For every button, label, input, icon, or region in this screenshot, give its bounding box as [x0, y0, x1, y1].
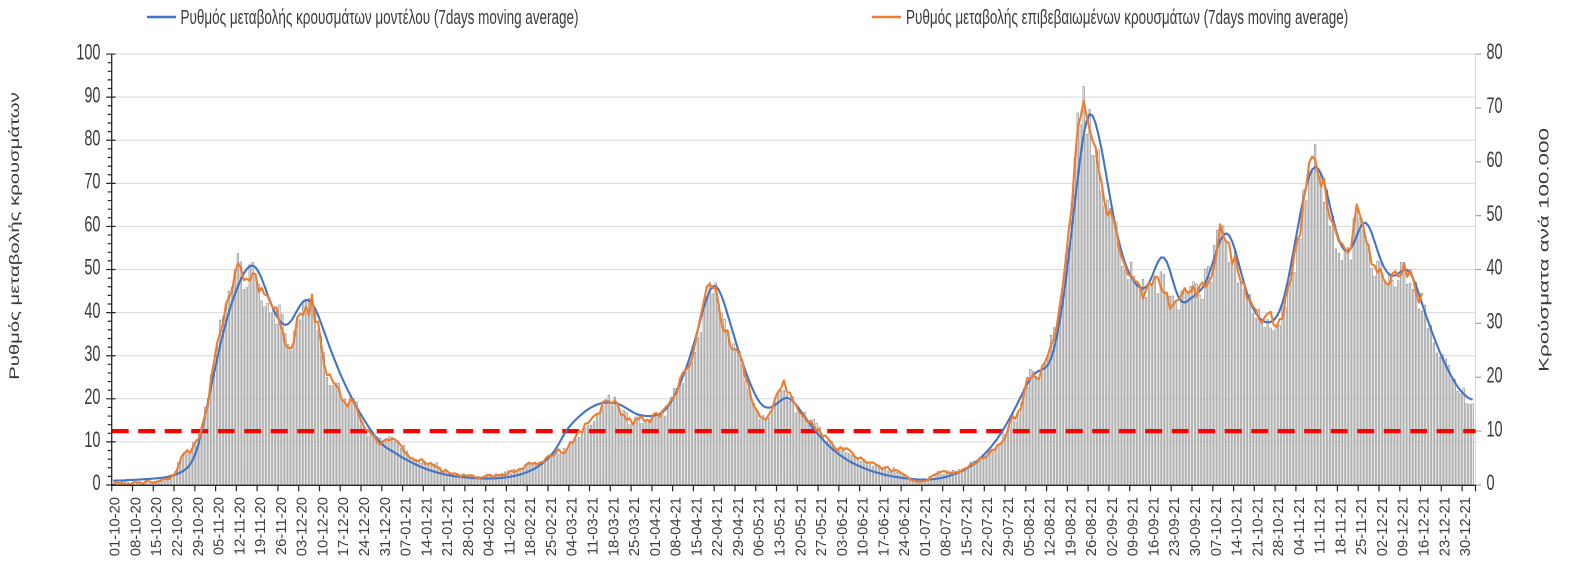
svg-text:60: 60: [84, 213, 100, 238]
svg-text:29-10-20: 29-10-20: [191, 497, 207, 556]
svg-text:22-10-20: 22-10-20: [170, 497, 186, 556]
svg-text:05-11-20: 05-11-20: [212, 497, 228, 555]
svg-text:13-05-21: 13-05-21: [773, 497, 789, 556]
svg-text:04-02-21: 04-02-21: [482, 497, 498, 556]
svg-text:02-12-21: 02-12-21: [1375, 497, 1391, 556]
svg-text:30: 30: [1487, 310, 1503, 335]
svg-text:11-02-21: 11-02-21: [502, 497, 518, 555]
svg-text:27-05-21: 27-05-21: [814, 497, 830, 556]
svg-text:06-05-21: 06-05-21: [752, 497, 768, 556]
svg-text:20: 20: [1487, 364, 1503, 389]
svg-text:0: 0: [1487, 471, 1495, 496]
svg-text:50: 50: [1487, 202, 1503, 227]
svg-text:10-06-21: 10-06-21: [856, 497, 872, 556]
svg-text:70: 70: [84, 170, 100, 195]
svg-text:09-09-21: 09-09-21: [1126, 497, 1142, 556]
svg-text:16-09-21: 16-09-21: [1146, 497, 1162, 556]
svg-text:26-08-21: 26-08-21: [1084, 497, 1100, 556]
svg-text:60: 60: [1487, 148, 1503, 173]
svg-text:30: 30: [84, 342, 100, 367]
svg-text:07-01-21: 07-01-21: [399, 497, 415, 556]
svg-text:24-12-20: 24-12-20: [357, 497, 373, 556]
svg-text:10: 10: [1487, 417, 1503, 442]
svg-text:21-01-21: 21-01-21: [440, 497, 456, 556]
svg-text:04-03-21: 04-03-21: [565, 497, 581, 556]
svg-text:02-09-21: 02-09-21: [1105, 497, 1121, 556]
svg-text:70: 70: [1487, 94, 1503, 119]
svg-text:25-03-21: 25-03-21: [627, 497, 643, 556]
svg-text:23-09-21: 23-09-21: [1167, 497, 1183, 556]
svg-text:16-12-21: 16-12-21: [1417, 497, 1433, 556]
svg-text:10-12-20: 10-12-20: [315, 497, 331, 556]
svg-text:21-10-21: 21-10-21: [1250, 497, 1266, 556]
svg-text:40: 40: [84, 299, 100, 324]
svg-text:19-11-20: 19-11-20: [253, 497, 269, 555]
svg-text:09-12-21: 09-12-21: [1396, 497, 1412, 556]
svg-text:Ρυθμός μεταβολής κρουσμάτων: Ρυθμός μεταβολής κρουσμάτων: [6, 92, 22, 380]
svg-text:20: 20: [84, 385, 100, 410]
svg-text:19-08-21: 19-08-21: [1063, 497, 1079, 556]
svg-text:26-11-20: 26-11-20: [274, 497, 290, 555]
svg-text:12-08-21: 12-08-21: [1043, 497, 1059, 556]
svg-text:30-12-21: 30-12-21: [1458, 497, 1474, 556]
svg-text:22-04-21: 22-04-21: [710, 497, 726, 556]
svg-text:17-06-21: 17-06-21: [876, 497, 892, 556]
svg-text:15-07-21: 15-07-21: [960, 497, 976, 556]
svg-text:90: 90: [84, 83, 100, 108]
svg-text:04-11-21: 04-11-21: [1292, 497, 1308, 555]
svg-text:29-07-21: 29-07-21: [1001, 497, 1017, 556]
svg-text:40: 40: [1487, 256, 1503, 281]
svg-text:08-10-20: 08-10-20: [129, 497, 145, 556]
svg-text:18-11-21: 18-11-21: [1333, 497, 1349, 555]
svg-text:08-07-21: 08-07-21: [939, 497, 955, 556]
svg-text:11-11-21: 11-11-21: [1313, 497, 1329, 554]
svg-text:03-12-20: 03-12-20: [295, 497, 311, 556]
svg-text:05-08-21: 05-08-21: [1022, 497, 1038, 556]
svg-text:23-12-21: 23-12-21: [1437, 497, 1453, 556]
svg-text:25-02-21: 25-02-21: [544, 497, 560, 556]
svg-text:29-04-21: 29-04-21: [731, 497, 747, 556]
svg-text:20-05-21: 20-05-21: [793, 497, 809, 556]
svg-text:24-06-21: 24-06-21: [897, 497, 913, 556]
svg-text:10: 10: [84, 428, 100, 453]
svg-text:17-12-20: 17-12-20: [336, 497, 352, 556]
svg-text:0: 0: [92, 471, 100, 496]
svg-text:28-10-21: 28-10-21: [1271, 497, 1287, 556]
svg-text:31-12-20: 31-12-20: [378, 497, 394, 556]
svg-text:Κρούσματα ανά 100.000: Κρούσματα ανά 100.000: [1536, 128, 1552, 372]
svg-text:03-06-21: 03-06-21: [835, 497, 851, 556]
svg-text:30-09-21: 30-09-21: [1188, 497, 1204, 556]
svg-text:Ρυθμός μεταβολής επιβεβαιωμένω: Ρυθμός μεταβολής επιβεβαιωμένων κρουσμάτ…: [906, 5, 1348, 29]
svg-text:07-10-21: 07-10-21: [1209, 497, 1225, 556]
svg-text:25-11-21: 25-11-21: [1354, 497, 1370, 555]
svg-text:22-07-21: 22-07-21: [980, 497, 996, 556]
svg-text:80: 80: [84, 126, 100, 151]
svg-text:100: 100: [76, 40, 100, 65]
svg-text:01-10-20: 01-10-20: [108, 497, 124, 556]
svg-text:50: 50: [84, 256, 100, 281]
svg-text:15-10-20: 15-10-20: [149, 497, 165, 556]
svg-text:14-01-21: 14-01-21: [419, 497, 435, 556]
svg-text:15-04-21: 15-04-21: [689, 497, 705, 556]
svg-text:18-02-21: 18-02-21: [523, 497, 539, 556]
svg-text:18-03-21: 18-03-21: [606, 497, 622, 556]
svg-text:14-10-21: 14-10-21: [1230, 497, 1246, 556]
svg-text:08-04-21: 08-04-21: [669, 497, 685, 556]
svg-text:80: 80: [1487, 40, 1503, 65]
svg-text:12-11-20: 12-11-20: [232, 497, 248, 555]
svg-text:01-07-21: 01-07-21: [918, 497, 934, 556]
svg-text:11-03-21: 11-03-21: [586, 497, 602, 555]
svg-text:01-04-21: 01-04-21: [648, 497, 664, 556]
svg-text:28-01-21: 28-01-21: [461, 497, 477, 556]
svg-text:Ρυθμός μεταβολής κρουσμάτων μο: Ρυθμός μεταβολής κρουσμάτων μοντέλου (7d…: [181, 5, 579, 29]
